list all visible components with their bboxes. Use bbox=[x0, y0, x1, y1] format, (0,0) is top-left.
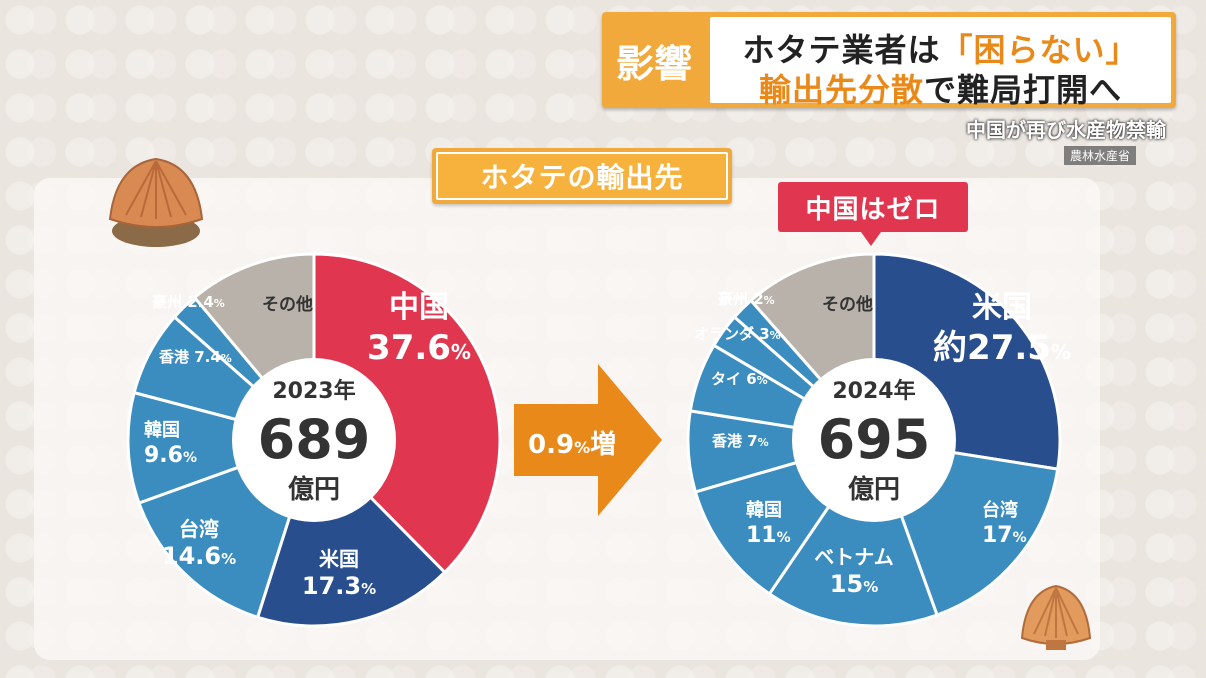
slice-label: 豪州 2.4% bbox=[152, 293, 225, 311]
slice-label: 台湾 bbox=[982, 499, 1018, 521]
growth-arrow bbox=[514, 364, 662, 516]
source-credit: 農林水産省 bbox=[1063, 146, 1136, 165]
growth-value: 0.9 bbox=[528, 430, 575, 460]
pie-chart-2023: 2023年689億円中国37.6%米国17.3%台湾14.6%韓国9.6%香港 … bbox=[126, 252, 502, 628]
slice-label: その他 bbox=[822, 294, 873, 315]
pie-center bbox=[792, 358, 956, 522]
panel-title: ホタテの輸出先 bbox=[432, 148, 732, 204]
center-unit: 億円 bbox=[288, 475, 340, 505]
scallop-shell-icon bbox=[1020, 584, 1092, 650]
center-year: 2023年 bbox=[272, 378, 355, 404]
center-unit: 億円 bbox=[848, 475, 900, 505]
headline-line1-pre: ホタテ業者は bbox=[742, 31, 941, 69]
slice-label: 韓国 bbox=[746, 499, 782, 521]
pie-slice-韓国 bbox=[126, 390, 320, 505]
pie-slice-ベトナム bbox=[767, 436, 939, 628]
headline-line2-post: で難局打開へ bbox=[924, 71, 1123, 109]
slice-label: 香港 7% bbox=[712, 432, 769, 450]
slice-label: 台湾 bbox=[179, 517, 219, 541]
headline-line2-highlight: 輸出先分散 bbox=[758, 71, 924, 109]
pie-center bbox=[232, 358, 396, 522]
panel-title-text: ホタテの輸出先 bbox=[436, 152, 728, 200]
subheadline: 中国が再び水産物禁輸 bbox=[966, 118, 1166, 142]
slice-label: その他 bbox=[262, 294, 313, 315]
slice-label: 米国 bbox=[319, 547, 359, 571]
center-total: 695 bbox=[818, 408, 931, 471]
headline-box: ホタテ業者は「困らない」 輸出先分散で難局打開へ bbox=[710, 17, 1171, 109]
slice-label: 韓国 bbox=[144, 419, 180, 441]
slice-label: タイ 6% bbox=[711, 370, 768, 388]
scallop-shell-icon bbox=[108, 157, 204, 247]
slice-label: 香港 7.4% bbox=[159, 348, 232, 366]
headline-line2: 輸出先分散で難局打開へ bbox=[710, 65, 1171, 111]
slice-label: 米国 bbox=[972, 290, 1032, 325]
pie-slice-中国 bbox=[312, 252, 502, 575]
headline-banner: 影響 ホタテ業者は「困らない」 輸出先分散で難局打開へ bbox=[602, 12, 1176, 109]
china-zero-badge: 中国はゼロ bbox=[778, 182, 968, 246]
slice-label: ベトナム bbox=[814, 545, 893, 569]
slice-label: 豪州 2% bbox=[718, 290, 775, 308]
slice-label: 中国 bbox=[389, 290, 449, 325]
growth-unit: % bbox=[574, 438, 591, 457]
headline-line1-highlight: 「困らない」 bbox=[940, 31, 1139, 69]
growth-text: 増 bbox=[590, 430, 617, 460]
headline-tag: 影響 bbox=[615, 41, 692, 86]
center-year: 2024年 bbox=[832, 378, 915, 404]
slice-label: オランダ 3% bbox=[694, 325, 781, 343]
headline-line1: ホタテ業者は「困らない」 bbox=[710, 25, 1171, 71]
center-total: 689 bbox=[258, 408, 371, 471]
growth-label: 0.9%増 bbox=[528, 424, 616, 461]
slice-value: 約27.5% bbox=[933, 328, 1071, 368]
